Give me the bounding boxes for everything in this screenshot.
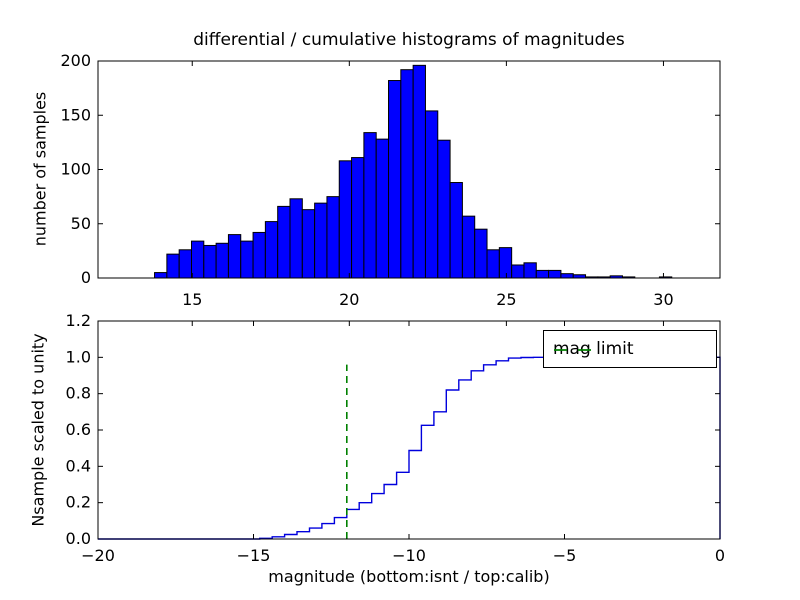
- histogram-bar: [474, 228, 488, 279]
- svg-text:0.2: 0.2: [66, 493, 91, 512]
- svg-text:0.4: 0.4: [66, 456, 91, 475]
- figure-title: differential / cumulative histograms of …: [193, 30, 625, 50]
- histogram-bar: [388, 80, 402, 279]
- svg-text:0.8: 0.8: [66, 384, 91, 403]
- histogram-bar: [511, 264, 525, 279]
- histogram-bar: [375, 138, 390, 279]
- legend: mag limit: [543, 330, 717, 368]
- histogram-bar: [252, 231, 266, 279]
- svg-text:100: 100: [60, 160, 91, 179]
- legend-dash-sample: [554, 349, 602, 351]
- svg-text:50: 50: [71, 214, 91, 233]
- histogram-bar: [424, 110, 439, 279]
- cumulative-curve: [98, 356, 721, 540]
- histogram-bar: [215, 242, 229, 279]
- histogram-bar: [240, 240, 254, 279]
- histogram-bar: [535, 269, 550, 279]
- histogram-bar: [437, 139, 451, 279]
- histogram-bar: [203, 244, 217, 279]
- histogram-bar: [461, 215, 476, 279]
- svg-text:25: 25: [496, 290, 516, 309]
- svg-text:1.2: 1.2: [66, 311, 91, 330]
- histogram-bar: [363, 132, 377, 279]
- axes-top: 15 20 25 30 0 50 100 150 200: [60, 51, 721, 309]
- histogram-bar: [560, 273, 574, 279]
- bottom-xlabel: magnitude (bottom:isnt / top:calib): [268, 567, 550, 586]
- svg-text:0: 0: [81, 268, 91, 287]
- histogram-bar: [277, 205, 291, 279]
- histogram-bar: [449, 182, 463, 279]
- svg-text:−10: −10: [392, 546, 426, 565]
- histogram-bar: [523, 262, 537, 279]
- svg-text:0.6: 0.6: [66, 420, 91, 439]
- svg-text:20: 20: [339, 290, 359, 309]
- histogram-bar: [227, 234, 242, 279]
- histogram-bar: [498, 247, 513, 279]
- histogram-bar: [178, 249, 192, 279]
- svg-text:200: 200: [60, 51, 91, 70]
- histogram-bars: [154, 64, 673, 279]
- histogram-bar: [400, 69, 414, 279]
- svg-text:−5: −5: [553, 546, 577, 565]
- axes-bottom: −20 −15 −10 −5 0 0.0 0.2 0.4 0.6 0.8 1.0 1.2: [66, 311, 726, 565]
- histogram-bar: [289, 198, 303, 279]
- legend-label: mag limit: [553, 339, 634, 359]
- svg-text:0: 0: [715, 546, 725, 565]
- histogram-bar: [190, 240, 205, 279]
- svg-text:1.0: 1.0: [66, 347, 91, 366]
- svg-text:30: 30: [653, 290, 673, 309]
- histogram-bar: [548, 269, 562, 279]
- histogram-bar: [314, 202, 328, 279]
- histogram-bar: [412, 64, 426, 279]
- histogram-bar: [486, 249, 500, 279]
- histogram-bar: [326, 196, 340, 279]
- histogram-bar: [166, 253, 180, 279]
- histogram-bar: [338, 160, 353, 279]
- histogram-bar: [301, 209, 316, 279]
- histogram-bar: [154, 272, 168, 279]
- top-ylabel: number of samples: [30, 91, 50, 247]
- svg-text:−20: −20: [81, 546, 115, 565]
- histogram-bar: [351, 157, 365, 279]
- svg-text:15: 15: [182, 290, 202, 309]
- histogram-bar: [264, 221, 279, 279]
- svg-text:0.0: 0.0: [66, 529, 91, 548]
- svg-text:−15: −15: [237, 546, 271, 565]
- bottom-ylabel: Nsample scaled to unity: [28, 333, 48, 527]
- svg-text:150: 150: [60, 105, 91, 124]
